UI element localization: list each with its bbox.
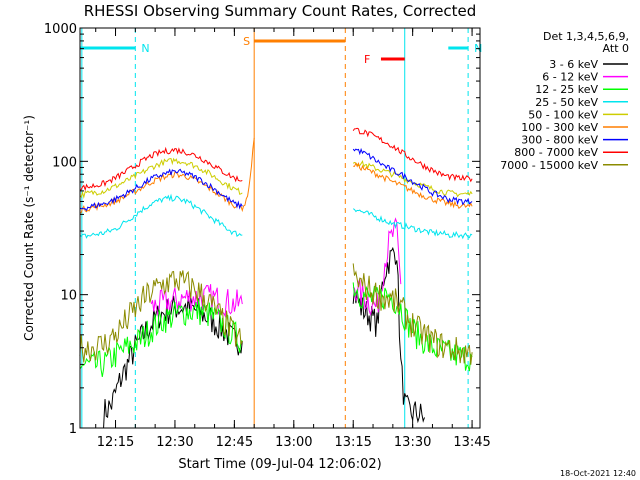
y-tick-label-3: 1000 (44, 22, 77, 37)
legend-header-line-2: Att 0 (603, 42, 629, 55)
series-line-0-segment-0 (103, 295, 243, 428)
y-axis-label: Corrected Count Rate (s⁻¹ detector⁻¹) (22, 115, 36, 341)
flag-label-f-3: F (364, 53, 370, 66)
series-line-5-segment-1 (353, 162, 473, 209)
legend-label-5: 100 - 300 keV (521, 121, 598, 134)
chart-title: RHESSI Observing Summary Count Rates, Co… (84, 2, 477, 20)
series-line-8-segment-0 (79, 270, 243, 363)
series-lines (79, 127, 473, 428)
legend-header-line-1: Det 1,3,4,5,6,9, (543, 30, 629, 43)
series-line-3-segment-0 (79, 193, 243, 239)
series-line-7-segment-1 (352, 127, 473, 183)
legend-label-4: 50 - 100 keV (528, 108, 598, 121)
legend-label-3: 25 - 50 keV (535, 96, 598, 109)
series-line-8-segment-1 (352, 263, 473, 365)
series-line-1-segment-1 (352, 217, 402, 316)
x-tick-label-1: 12:30 (156, 435, 193, 450)
series-line-4-segment-0 (79, 157, 243, 200)
legend-label-1: 6 - 12 keV (542, 71, 598, 84)
series-line-6-segment-0 (79, 168, 243, 212)
flag-bars: N NSF (79, 28, 482, 428)
x-tick-label-4: 13:15 (334, 435, 371, 450)
footer-timestamp: 18-Oct-2021 12:40 (560, 469, 636, 478)
legend-label-0: 3 - 6 keV (549, 58, 598, 71)
series-line-2-segment-1 (352, 282, 473, 372)
x-tick-label-5: 13:30 (394, 435, 431, 450)
legend-label-8: 7000 - 15000 keV (500, 159, 598, 172)
x-tick-label-3: 13:00 (275, 435, 312, 450)
legend-label-6: 300 - 800 keV (521, 134, 598, 147)
flag-label-n-0: N (141, 42, 149, 55)
x-axis-label: Start Time (09-Jul-04 12:06:02) (178, 457, 381, 472)
legend-label-7: 800 - 7000 keV (514, 146, 598, 159)
series-line-6-segment-1 (352, 147, 473, 206)
y-tick-label-0: 1 (69, 422, 77, 437)
axes: 12:15 12:30 12:45 13:00 13:15 13:30 13:45 1 10 10… (44, 22, 491, 450)
x-tick-label-0: 12:15 (97, 435, 134, 450)
x-tick-label-6: 13:45 (453, 435, 490, 450)
y-tick-label-1: 10 (60, 289, 77, 304)
series-line-7-segment-0 (79, 146, 243, 192)
series-line-3-segment-1 (352, 208, 473, 240)
y-tick-label-2: 100 (52, 155, 77, 170)
plot-frame (79, 27, 481, 429)
legend-label-2: 12 - 25 keV (535, 83, 598, 96)
flag-label-s-2: S (243, 35, 250, 48)
x-tick-label-2: 12:45 (216, 435, 253, 450)
